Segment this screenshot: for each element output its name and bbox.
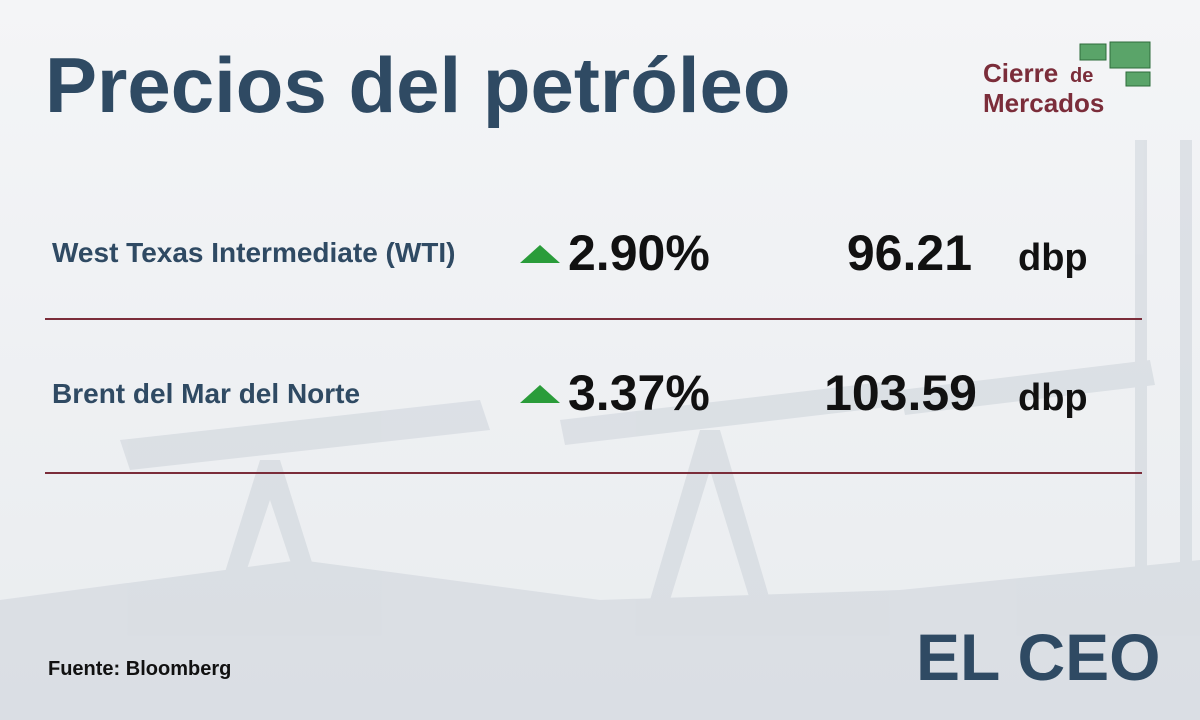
row-name: Brent del Mar del Norte (52, 378, 360, 409)
row-change: 2.90% (568, 225, 710, 281)
source: Fuente: Bloomberg (48, 658, 231, 680)
title: Precios del petróleo (45, 41, 791, 129)
pumpjack-silhouettes (0, 140, 1200, 720)
row: Brent del Mar del Norte 3.37% 103.59 dbp (52, 365, 1088, 421)
row: West Texas Intermediate (WTI) 2.90% 96.2… (52, 225, 1088, 281)
row-name: West Texas Intermediate (WTI) (52, 237, 456, 268)
row-unit: dbp (1018, 237, 1088, 279)
up-arrow (520, 245, 560, 263)
up-arrow (520, 385, 560, 403)
row-price: 103.59 (824, 365, 977, 421)
row-change: 3.37% (568, 365, 710, 421)
badge-line1: Cierre (983, 58, 1058, 88)
row-unit: dbp (1018, 377, 1088, 419)
badge-icon (1079, 41, 1151, 87)
badge-connector: de (1070, 65, 1093, 87)
badge-line2: Mercados (983, 88, 1104, 118)
brand-logo: EL CEO (916, 620, 1161, 694)
row-price: 96.21 (847, 225, 972, 281)
